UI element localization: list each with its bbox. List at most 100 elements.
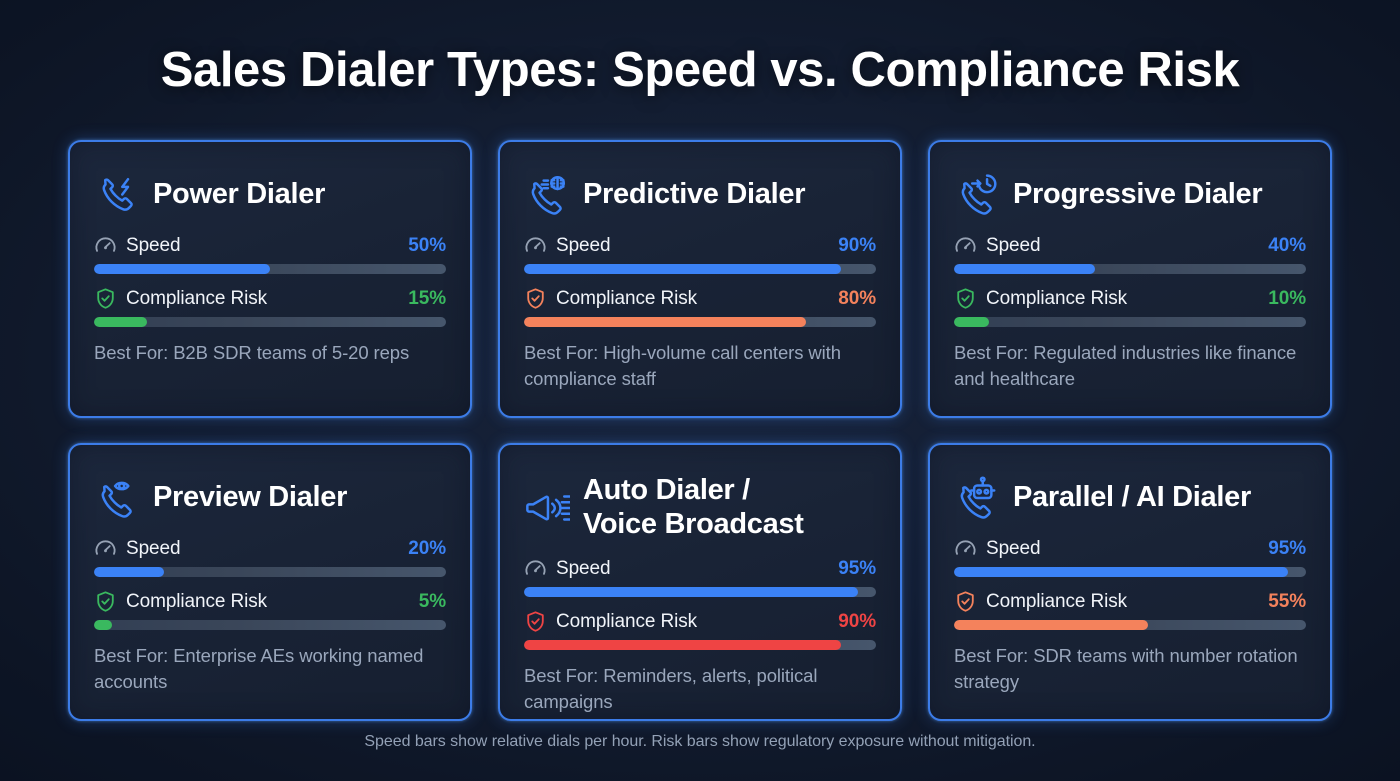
- compliance-risk-metric: Compliance Risk 80%: [524, 287, 876, 327]
- speed-bar-fill: [94, 567, 165, 577]
- card-title: Power Dialer: [153, 178, 326, 211]
- compliance-risk-metric: Compliance Risk 55%: [954, 590, 1306, 630]
- compliance-risk-value: 55%: [1268, 590, 1306, 612]
- phone-clock-icon: [954, 172, 1000, 218]
- card-metrics: Speed 90% Compliance Risk 80%: [524, 234, 876, 327]
- dialer-card-predictive-dialer[interactable]: Predictive Dialer Speed 90% Compliance Ri…: [498, 140, 902, 418]
- speed-bar-track: [954, 567, 1306, 577]
- compliance-risk-label: Compliance Risk: [556, 287, 698, 309]
- speed-metric: Speed 95%: [954, 537, 1306, 577]
- speed-value: 95%: [838, 557, 876, 579]
- compliance-risk-bar-track: [524, 640, 876, 650]
- metric-header-row: Speed 20%: [94, 537, 446, 560]
- dialer-card-power-dialer[interactable]: Power Dialer Speed 50% Compliance Risk 15%…: [68, 140, 472, 418]
- shield-check-icon: [524, 610, 547, 633]
- phone-lightning-icon: [94, 172, 140, 218]
- phone-brain-icon: [524, 172, 570, 218]
- dialer-card-preview-dialer[interactable]: Preview Dialer Speed 20% Compliance Risk 5…: [68, 443, 472, 721]
- speed-bar-fill: [524, 587, 859, 597]
- speed-bar-fill: [954, 264, 1095, 274]
- gauge-icon: [94, 537, 117, 560]
- compliance-risk-bar-track: [524, 317, 876, 327]
- speed-bar-track: [524, 587, 876, 597]
- gauge-icon: [94, 234, 117, 257]
- metric-header-row: Compliance Risk 10%: [954, 287, 1306, 310]
- speed-metric: Speed 50%: [94, 234, 446, 274]
- compliance-risk-value: 10%: [1268, 287, 1306, 309]
- metric-header-row: Compliance Risk 80%: [524, 287, 876, 310]
- speed-value: 95%: [1268, 537, 1306, 559]
- metric-header-row: Compliance Risk 5%: [94, 590, 446, 613]
- shield-check-icon: [94, 287, 117, 310]
- compliance-risk-bar-track: [954, 317, 1306, 327]
- card-header: Power Dialer: [94, 164, 446, 226]
- metric-header-row: Speed 50%: [94, 234, 446, 257]
- compliance-risk-bar-track: [94, 620, 446, 630]
- compliance-risk-metric: Compliance Risk 10%: [954, 287, 1306, 327]
- speed-label: Speed: [556, 234, 611, 256]
- speed-label: Speed: [556, 557, 611, 579]
- speed-metric: Speed 90%: [524, 234, 876, 274]
- compliance-risk-bar-track: [94, 317, 446, 327]
- metric-header-row: Compliance Risk 15%: [94, 287, 446, 310]
- speed-metric: Speed 20%: [94, 537, 446, 577]
- speed-value: 90%: [838, 234, 876, 256]
- card-metrics: Speed 40% Compliance Risk 10%: [954, 234, 1306, 327]
- compliance-risk-label: Compliance Risk: [126, 590, 268, 612]
- compliance-risk-bar-fill: [524, 640, 841, 650]
- speed-bar-track: [94, 567, 446, 577]
- speed-bar-track: [94, 264, 446, 274]
- metric-header-row: Speed 95%: [954, 537, 1306, 560]
- phone-eye-icon: [94, 475, 140, 521]
- compliance-risk-bar-fill: [94, 317, 147, 327]
- speed-label: Speed: [986, 234, 1041, 256]
- compliance-risk-value: 5%: [418, 590, 446, 612]
- card-title: Auto Dialer / Voice Broadcast: [583, 474, 804, 540]
- compliance-risk-bar-fill: [524, 317, 806, 327]
- compliance-risk-bar-fill: [954, 317, 990, 327]
- shield-check-icon: [524, 287, 547, 310]
- page-title: Sales Dialer Types: Speed vs. Compliance…: [160, 43, 1240, 97]
- speed-bar-fill: [954, 567, 1289, 577]
- speed-value: 20%: [408, 537, 446, 559]
- gauge-icon: [524, 234, 547, 257]
- compliance-risk-value: 90%: [838, 610, 876, 632]
- gauge-icon: [954, 234, 977, 257]
- dialer-card-grid: Power Dialer Speed 50% Compliance Risk 15%…: [68, 140, 1332, 721]
- best-for-text: Best For: High-volume call centers with …: [524, 342, 841, 389]
- gauge-icon: [954, 537, 977, 560]
- compliance-risk-label: Compliance Risk: [986, 287, 1128, 309]
- speed-label: Speed: [126, 234, 181, 256]
- speed-bar-fill: [94, 264, 270, 274]
- compliance-risk-label: Compliance Risk: [126, 287, 268, 309]
- dialer-card-auto-dialer[interactable]: Auto Dialer / Voice Broadcast Speed 95% C…: [498, 443, 902, 721]
- dialer-card-progressive-dialer[interactable]: Progressive Dialer Speed 40% Compliance R…: [928, 140, 1332, 418]
- speed-value: 40%: [1268, 234, 1306, 256]
- speed-bar-track: [524, 264, 876, 274]
- compliance-risk-bar-fill: [94, 620, 112, 630]
- speed-bar-track: [954, 264, 1306, 274]
- card-metrics: Speed 95% Compliance Risk 55%: [954, 537, 1306, 630]
- compliance-risk-value: 80%: [838, 287, 876, 309]
- card-header: Parallel / AI Dialer: [954, 467, 1306, 529]
- compliance-risk-value: 15%: [408, 287, 446, 309]
- best-for-text: Best For: Reminders, alerts, political c…: [524, 665, 818, 712]
- shield-check-icon: [954, 590, 977, 613]
- card-title: Progressive Dialer: [1013, 178, 1263, 211]
- shield-check-icon: [954, 287, 977, 310]
- best-for-text: Best For: B2B SDR teams of 5-20 reps: [94, 342, 410, 363]
- shield-check-icon: [94, 590, 117, 613]
- speed-metric: Speed 40%: [954, 234, 1306, 274]
- dialer-card-parallel-ai-dialer[interactable]: Parallel / AI Dialer Speed 95% Compliance…: [928, 443, 1332, 721]
- best-for-text: Best For: Regulated industries like fina…: [954, 342, 1297, 389]
- phone-robot-icon: [954, 475, 1000, 521]
- card-header: Predictive Dialer: [524, 164, 876, 226]
- card-header: Progressive Dialer: [954, 164, 1306, 226]
- card-title: Predictive Dialer: [583, 178, 806, 211]
- footer-note: Speed bars show relative dials per hour.…: [364, 733, 1036, 750]
- card-header: Preview Dialer: [94, 467, 446, 529]
- best-for-text: Best For: Enterprise AEs working named a…: [94, 645, 424, 692]
- megaphone-icon: [524, 485, 570, 531]
- speed-label: Speed: [126, 537, 181, 559]
